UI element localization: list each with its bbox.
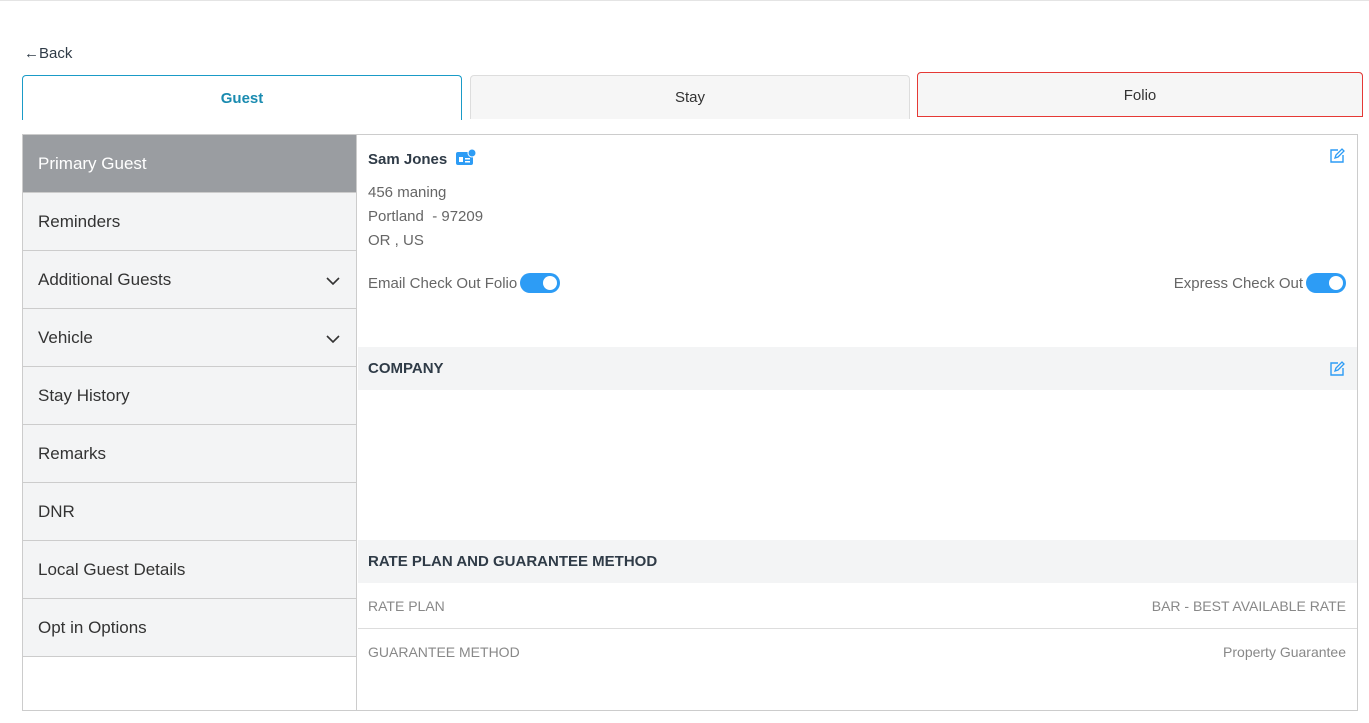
guarantee-method-row: GUARANTEE METHOD Property Guarantee [368,643,1346,660]
rate-plan-row: RATE PLAN BAR - BEST AVAILABLE RATE [358,584,1357,629]
sidebar-item-local-guest-details[interactable]: Local Guest Details [23,541,356,599]
sidebar-item-additional-guests[interactable]: Additional Guests [23,251,356,309]
address-line-2: Portland - 97209 [368,208,484,225]
guest-panel: Primary Guest Reminders Additional Guest… [22,134,1358,711]
tab-folio[interactable]: Folio [917,72,1363,117]
sidebar: Primary Guest Reminders Additional Guest… [23,135,357,710]
sidebar-item-opt-in-options[interactable]: Opt in Options [23,599,356,657]
tab-stay[interactable]: Stay [470,75,910,119]
chevron-down-icon [326,328,340,348]
tab-guest[interactable]: Guest [22,75,462,120]
edit-icon[interactable] [1329,148,1345,164]
rate-plan-section-header: RATE PLAN AND GUARANTEE METHOD [358,540,1357,583]
guest-name: Sam Jones [368,150,448,168]
express-checkout-label: Express Check Out [1173,274,1303,292]
sidebar-item-primary-guest[interactable]: Primary Guest [23,135,356,193]
email-folio-toggle[interactable] [520,273,561,293]
chevron-down-icon [326,270,340,290]
email-folio-label: Email Check Out Folio [368,274,518,292]
sidebar-item-remarks[interactable]: Remarks [23,425,356,483]
back-link[interactable]: ←Back [24,45,73,62]
address-line-1: 456 maning [368,184,447,201]
sidebar-item-reminders[interactable]: Reminders [23,193,356,251]
express-checkout-toggle[interactable] [1306,273,1346,293]
address-line-3: OR , US [368,232,424,249]
edit-icon[interactable] [1329,361,1345,377]
id-card-icon[interactable] [456,148,477,169]
sidebar-item-stay-history[interactable]: Stay History [23,367,356,425]
arrow-left-icon: ← [24,45,39,62]
company-section-header: COMPANY [358,347,1357,390]
sidebar-item-vehicle[interactable]: Vehicle [23,309,356,367]
main-content: Sam Jones 456 maning Portland - 97209 OR ,… [358,135,1357,710]
sidebar-item-dnr[interactable]: DNR [23,483,356,541]
